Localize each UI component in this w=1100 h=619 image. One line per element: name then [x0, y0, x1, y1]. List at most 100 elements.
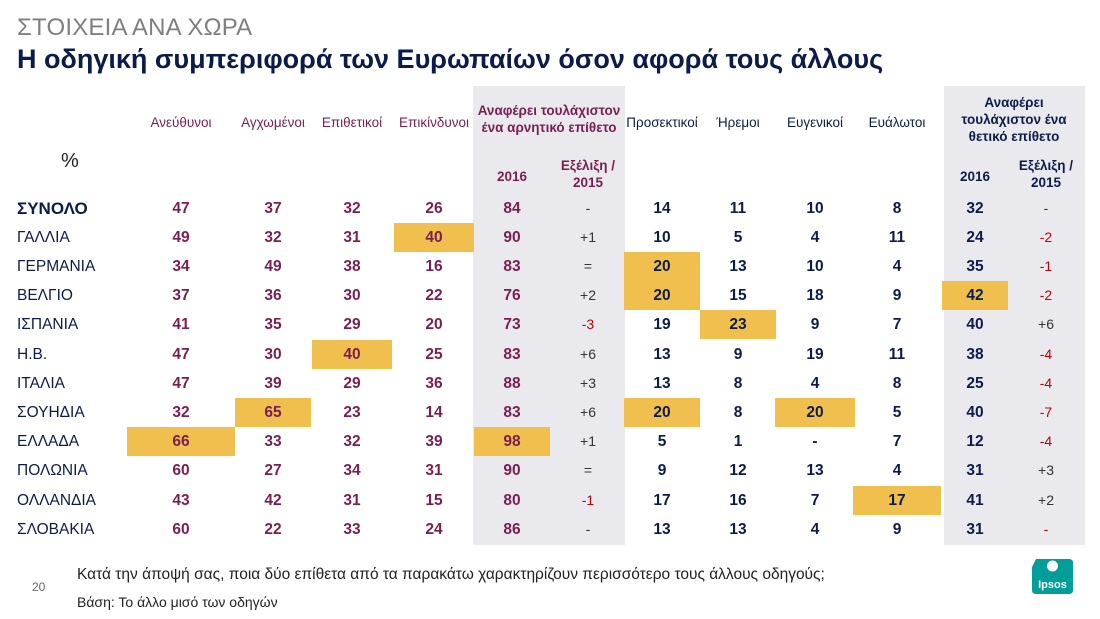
positive-value-cell: 8	[892, 375, 902, 392]
positive-total-cell: 31	[966, 462, 984, 479]
col-header-vulnerable: Ευάλωτοι	[868, 115, 926, 130]
positive-value-cell: 23	[729, 316, 747, 333]
positive-value-cell: 10	[806, 200, 824, 217]
positive-evolution-cell: -7	[1039, 404, 1053, 420]
positive-value-cell: 8	[733, 404, 743, 421]
row-label: Η.Β.	[17, 346, 48, 363]
highlight-cell	[235, 398, 311, 427]
positive-value-cell: 9	[892, 287, 902, 304]
col-header-stressed: Αγχωμένοι	[241, 115, 305, 130]
row-label: ΣΛΟΒΑΚΙΑ	[17, 521, 95, 538]
negative-value-cell: 31	[425, 462, 443, 479]
negative-value-cell: 29	[343, 375, 361, 392]
ipsos-logo: Ipsos	[1032, 559, 1073, 594]
page-title: Η οδηγική συμπεριφορά των Ευρωπαίων όσον…	[17, 44, 884, 74]
negative-value-cell: 22	[425, 287, 443, 304]
negative-evolution-cell: +1	[580, 229, 596, 245]
highlight-cell	[624, 252, 700, 281]
negative-value-cell: 33	[343, 521, 361, 538]
negative-total-cell: 86	[503, 521, 521, 538]
negative-evolution-cell: +6	[580, 404, 596, 420]
negative-evolution-cell: +6	[580, 346, 596, 362]
positive-value-cell: 5	[892, 404, 902, 421]
positive-value-cell: 8	[733, 375, 743, 392]
negative-value-cell: 36	[264, 287, 282, 304]
row-label: ΒΕΛΓΙΟ	[17, 287, 73, 304]
positive-evolution-cell: -1	[1039, 258, 1053, 274]
positive-value-cell: 7	[810, 492, 820, 509]
negative-value-cell: 30	[343, 287, 361, 304]
negative-evolution-cell: -3	[581, 316, 595, 332]
negative-value-cell: 65	[264, 404, 282, 421]
negative-value-cell: 30	[264, 346, 282, 363]
positive-value-cell: 20	[653, 404, 671, 421]
col-header-careful: Προσεκτικοί	[626, 115, 698, 130]
negative-total-cell: 98	[503, 433, 521, 450]
positive-value-cell: 9	[733, 346, 743, 363]
negative-value-cell: 38	[343, 258, 361, 275]
positive-evolution-cell: +3	[1038, 462, 1054, 478]
positive-total-cell: 40	[966, 404, 984, 421]
negative-total-cell: 73	[503, 316, 521, 333]
positive-value-cell: 20	[653, 287, 671, 304]
row-label: ΣΥΝΟΛΟ	[17, 199, 88, 218]
positive-value-cell: 13	[729, 258, 747, 275]
row-label: ΙΤΑΛΙΑ	[17, 375, 65, 392]
negative-value-cell: 31	[343, 492, 361, 509]
negative-total-cell: 84	[503, 200, 521, 217]
positive-value-cell: 5	[657, 433, 667, 450]
highlight-cell	[624, 398, 700, 427]
negative-evolution-cell: -	[585, 200, 591, 216]
negative-value-cell: 40	[425, 229, 443, 246]
positive-total-cell: 24	[966, 229, 984, 246]
positive-value-cell: 4	[892, 258, 902, 275]
row-label: ΓΑΛΛΙΑ	[17, 229, 70, 246]
negative-total-cell: 83	[503, 404, 521, 421]
positive-value-cell: 10	[653, 229, 671, 246]
positive-evolution-cell: -2	[1039, 287, 1053, 303]
positive-value-cell: 1	[733, 433, 743, 450]
negative-total-cell: 83	[503, 258, 521, 275]
negative-value-cell: 35	[264, 316, 282, 333]
row-label: ΟΛΛΑΝΔΙΑ	[17, 492, 97, 509]
negative-value-cell: 47	[172, 346, 190, 363]
positive-value-cell: 7	[892, 433, 902, 450]
positive-value-cell: 8	[892, 200, 902, 217]
ipsos-logo-text: Ipsos	[1038, 579, 1067, 591]
highlight-cell	[127, 427, 235, 456]
negative-value-cell: 31	[343, 229, 361, 246]
positive-value-cell: 4	[810, 229, 820, 246]
col-header-negative-summary: Αναφέρει τουλάχιστον ένα αρνητικό επίθετ…	[477, 103, 621, 135]
positive-value-cell: 9	[892, 521, 902, 538]
negative-value-cell: 26	[425, 200, 443, 217]
positive-value-cell: 11	[888, 229, 906, 246]
negative-value-cell: 32	[172, 404, 190, 421]
col-header-positive-year: 2016	[959, 169, 991, 184]
negative-value-cell: 27	[264, 462, 282, 479]
row-label: ΓΕΡΜΑΝΙΑ	[17, 258, 96, 275]
negative-total-cell: 80	[503, 492, 521, 509]
negative-value-cell: 34	[172, 258, 190, 275]
col-header-irresponsible: Ανεύθυνοι	[150, 115, 212, 130]
col-header-negative-evolution: Εξέλιξη / 2015	[560, 158, 616, 190]
positive-evolution-cell: +2	[1038, 492, 1054, 508]
survey-question: Κατά την άποψή σας, ποια δύο επίθετα από…	[77, 566, 825, 583]
percent-label: %	[61, 150, 79, 172]
negative-value-cell: 36	[425, 375, 443, 392]
positive-value-cell: 13	[806, 462, 824, 479]
positive-total-cell: 32	[966, 200, 984, 217]
positive-value-cell: 9	[657, 462, 667, 479]
negative-value-cell: 32	[343, 200, 361, 217]
positive-value-cell: 19	[653, 316, 671, 333]
negative-evolution-cell: -1	[581, 492, 595, 508]
negative-value-cell: 60	[172, 521, 190, 538]
col-header-aggressive: Επιθετικοί	[321, 115, 383, 130]
col-header-positive-evolution: Εξέλιξη / 2015	[1018, 158, 1074, 190]
positive-value-cell: 19	[806, 346, 824, 363]
row-label: ΕΛΛΑΔΑ	[17, 433, 80, 450]
positive-value-cell: 9	[810, 316, 820, 333]
negative-total-cell: 76	[503, 287, 521, 304]
positive-total-cell: 35	[966, 258, 984, 275]
negative-value-cell: 34	[343, 462, 361, 479]
positive-value-cell: 15	[729, 287, 747, 304]
